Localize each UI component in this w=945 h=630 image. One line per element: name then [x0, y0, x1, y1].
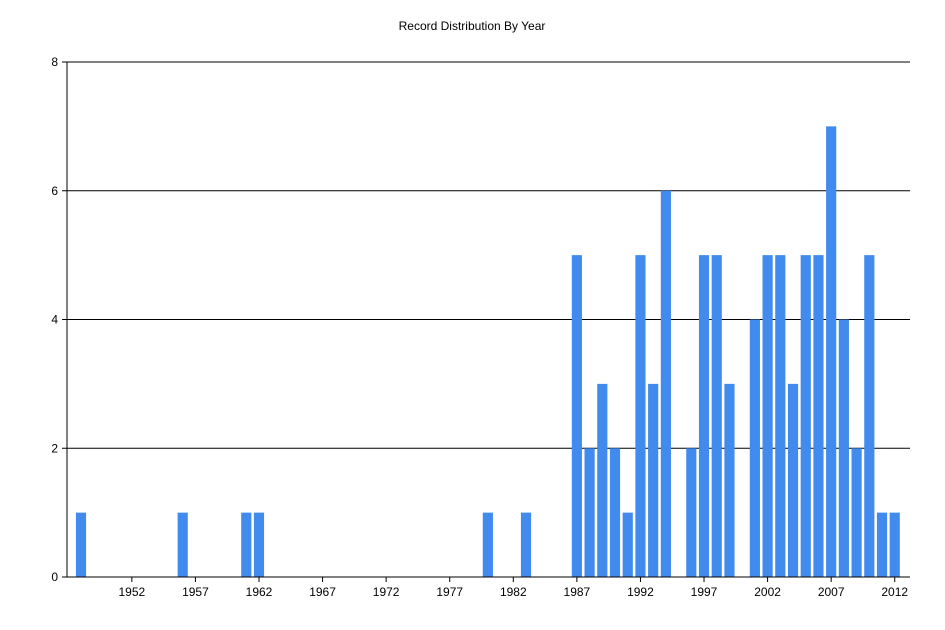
y-tick-label: 6	[51, 184, 58, 198]
bar-1987	[571, 255, 582, 577]
bar-2001	[749, 319, 760, 577]
chart-title: Record Distribution By Year	[399, 19, 546, 33]
bar-1994	[660, 190, 671, 577]
bar-1962	[253, 512, 265, 577]
x-tick-label: 2002	[754, 585, 781, 599]
bar-1991	[622, 512, 633, 577]
bar-1999	[724, 383, 735, 577]
bar-1998	[711, 255, 722, 577]
bar-2012	[889, 512, 900, 577]
y-tick-label: 8	[51, 55, 58, 69]
bar-2010	[864, 255, 875, 577]
x-tick-label: 1987	[564, 585, 591, 599]
bar-1990	[609, 448, 621, 577]
bar-1992	[635, 255, 646, 577]
bar-1948	[75, 512, 87, 577]
x-tick-label: 1972	[373, 585, 400, 599]
x-tick-label: 1992	[627, 585, 654, 599]
bar-2007	[826, 126, 837, 577]
bar-1996	[686, 448, 697, 577]
bar-1989	[597, 383, 608, 577]
x-tick-label: 1977	[436, 585, 463, 599]
y-tick-label: 2	[51, 441, 58, 455]
y-tick-label: 4	[51, 313, 58, 327]
bar-2011	[876, 512, 888, 577]
bar-2008	[838, 319, 849, 577]
bar-1993	[648, 383, 659, 577]
bar-2009	[851, 448, 862, 577]
x-tick-label: 2007	[818, 585, 845, 599]
x-tick-label: 2012	[881, 585, 908, 599]
y-tick-label: 0	[51, 570, 58, 584]
bar-2003	[775, 255, 786, 577]
bar-1956	[177, 512, 188, 577]
x-tick-label: 1982	[500, 585, 527, 599]
x-tick-label: 1952	[118, 585, 145, 599]
x-tick-label: 1962	[246, 585, 273, 599]
bar-1988	[584, 448, 595, 577]
bar-2002	[762, 255, 773, 577]
bar-2006	[813, 255, 824, 577]
bar-2005	[800, 255, 811, 577]
bar-2004	[787, 383, 799, 577]
bar-1980	[482, 512, 493, 577]
bar-1997	[698, 255, 710, 577]
x-tick-label: 1967	[309, 585, 336, 599]
x-tick-label: 1997	[691, 585, 718, 599]
x-tick-label: 1957	[182, 585, 209, 599]
bar-1961	[241, 512, 252, 577]
bar-1983	[520, 512, 532, 577]
